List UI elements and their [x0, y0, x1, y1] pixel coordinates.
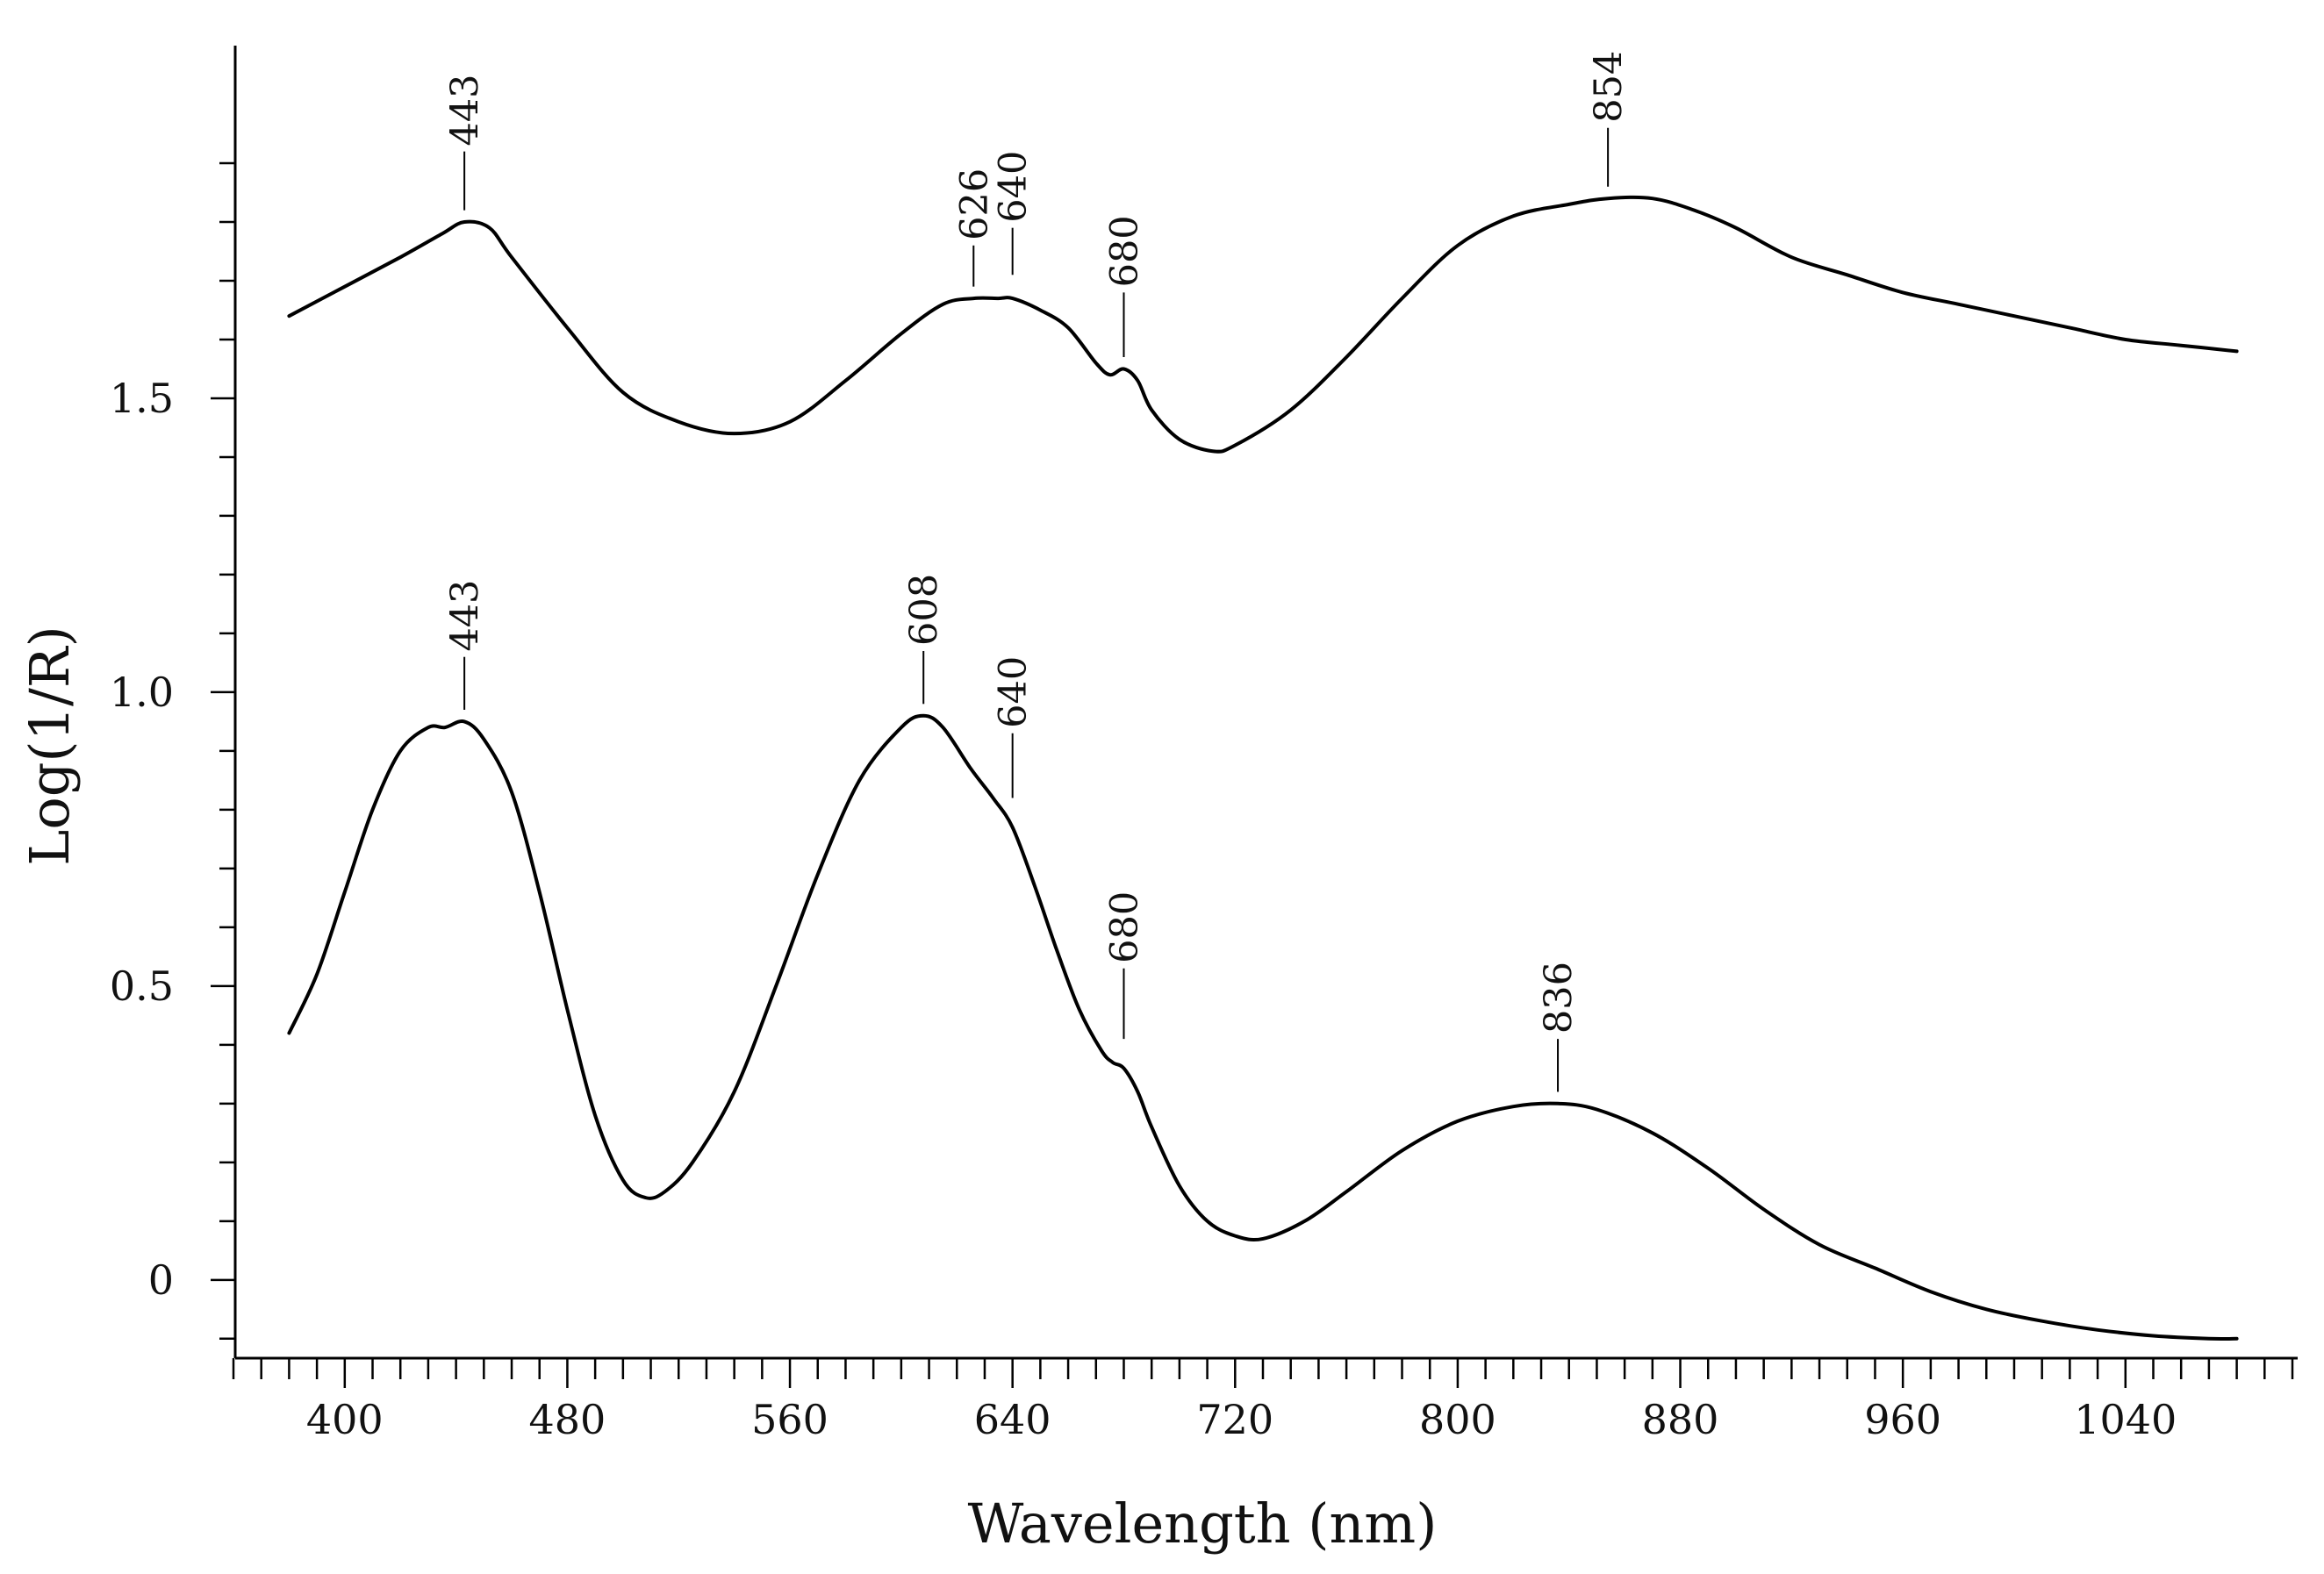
peak-label: 836 — [1537, 962, 1581, 1034]
x-tick-label: 720 — [1196, 1396, 1273, 1443]
series-layer — [287, 195, 2239, 1341]
peak-label: 443 — [443, 74, 487, 146]
x-tick-label: 560 — [751, 1396, 828, 1443]
peak-label: 626 — [952, 168, 996, 240]
y-tick-label: 0 — [148, 1256, 174, 1304]
peak-label: 854 — [1587, 51, 1631, 123]
y-tick-label: 0.5 — [110, 962, 174, 1010]
peak-label: 608 — [902, 574, 946, 646]
x-axis-ticks: 400 480 560 640 720 800 880 960 1040 — [232, 1358, 2294, 1443]
x-axis-title: Wavelength (nm) — [968, 1492, 1438, 1556]
upper-spectrum-line — [287, 195, 2239, 454]
y-axis-ticks: 0 0.5 1.0 1.5 — [110, 161, 235, 1341]
x-tick-label: 880 — [1642, 1396, 1719, 1443]
lower-spectrum-line — [287, 713, 2239, 1341]
axes: 0 0.5 1.0 1.5 400 480 560 640 720 800 880 960 1040 — [110, 46, 2298, 1443]
x-tick-label: 480 — [529, 1396, 606, 1443]
x-tick-label: 960 — [1864, 1396, 1941, 1443]
peak-label: 640 — [992, 151, 1036, 223]
x-tick-label: 1040 — [2074, 1396, 2177, 1443]
y-tick-label: 1.0 — [110, 669, 174, 716]
y-tick-label: 1.5 — [110, 375, 174, 422]
peak-label: 680 — [1102, 215, 1146, 287]
x-tick-label: 640 — [974, 1396, 1051, 1443]
peak-label: 680 — [1102, 891, 1146, 963]
x-tick-label: 800 — [1419, 1396, 1496, 1443]
peak-label: 640 — [992, 656, 1036, 728]
x-tick-label: 400 — [306, 1396, 384, 1443]
peak-label: 443 — [443, 580, 487, 652]
y-axis-title: Log(1/R) — [18, 626, 82, 866]
